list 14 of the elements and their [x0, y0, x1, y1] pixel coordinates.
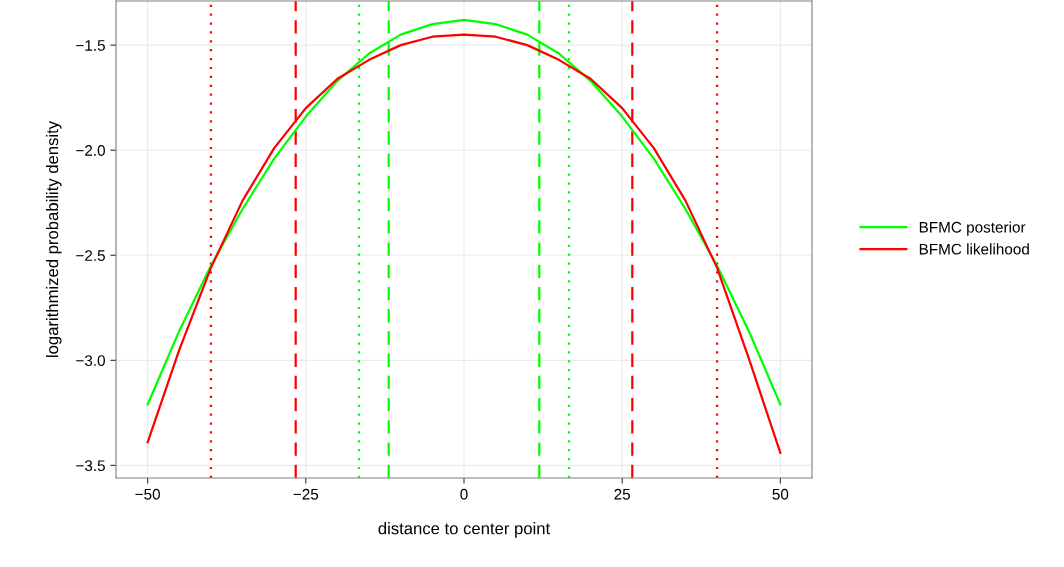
x-axis-title: distance to center point	[378, 522, 551, 538]
y-tick-label: −2.0	[76, 145, 105, 156]
y-tick-label: −2.5	[76, 250, 105, 261]
legend-label: BFMC likelihood	[919, 243, 1029, 255]
y-tick-label: −3.5	[76, 460, 105, 472]
y-tick-label: −1.5	[76, 40, 105, 51]
x-tick-label: 25	[614, 488, 631, 500]
x-tick-label: −25	[293, 488, 319, 500]
x-tick-label: −50	[135, 488, 160, 500]
legend-label: BFMC posterior	[919, 221, 1026, 236]
x-tick-label: 50	[772, 488, 789, 500]
y-axis-title: logarithmized probability density	[46, 120, 62, 357]
x-tick-label: 0	[460, 488, 468, 500]
y-tick-label: −3.0	[76, 355, 105, 367]
